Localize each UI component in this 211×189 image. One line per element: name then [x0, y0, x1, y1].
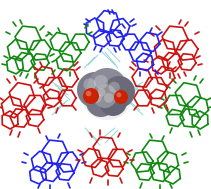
- Circle shape: [83, 78, 96, 91]
- Circle shape: [87, 68, 127, 108]
- Circle shape: [86, 87, 116, 117]
- Circle shape: [97, 88, 106, 97]
- Circle shape: [104, 93, 114, 103]
- Circle shape: [83, 88, 99, 104]
- Circle shape: [109, 82, 120, 93]
- Circle shape: [77, 72, 113, 108]
- Circle shape: [94, 75, 108, 89]
- Circle shape: [91, 92, 102, 103]
- Circle shape: [116, 92, 121, 97]
- Circle shape: [93, 84, 117, 108]
- Circle shape: [81, 68, 133, 120]
- Circle shape: [103, 76, 135, 108]
- Circle shape: [114, 90, 128, 104]
- Circle shape: [99, 88, 127, 116]
- Circle shape: [86, 91, 91, 96]
